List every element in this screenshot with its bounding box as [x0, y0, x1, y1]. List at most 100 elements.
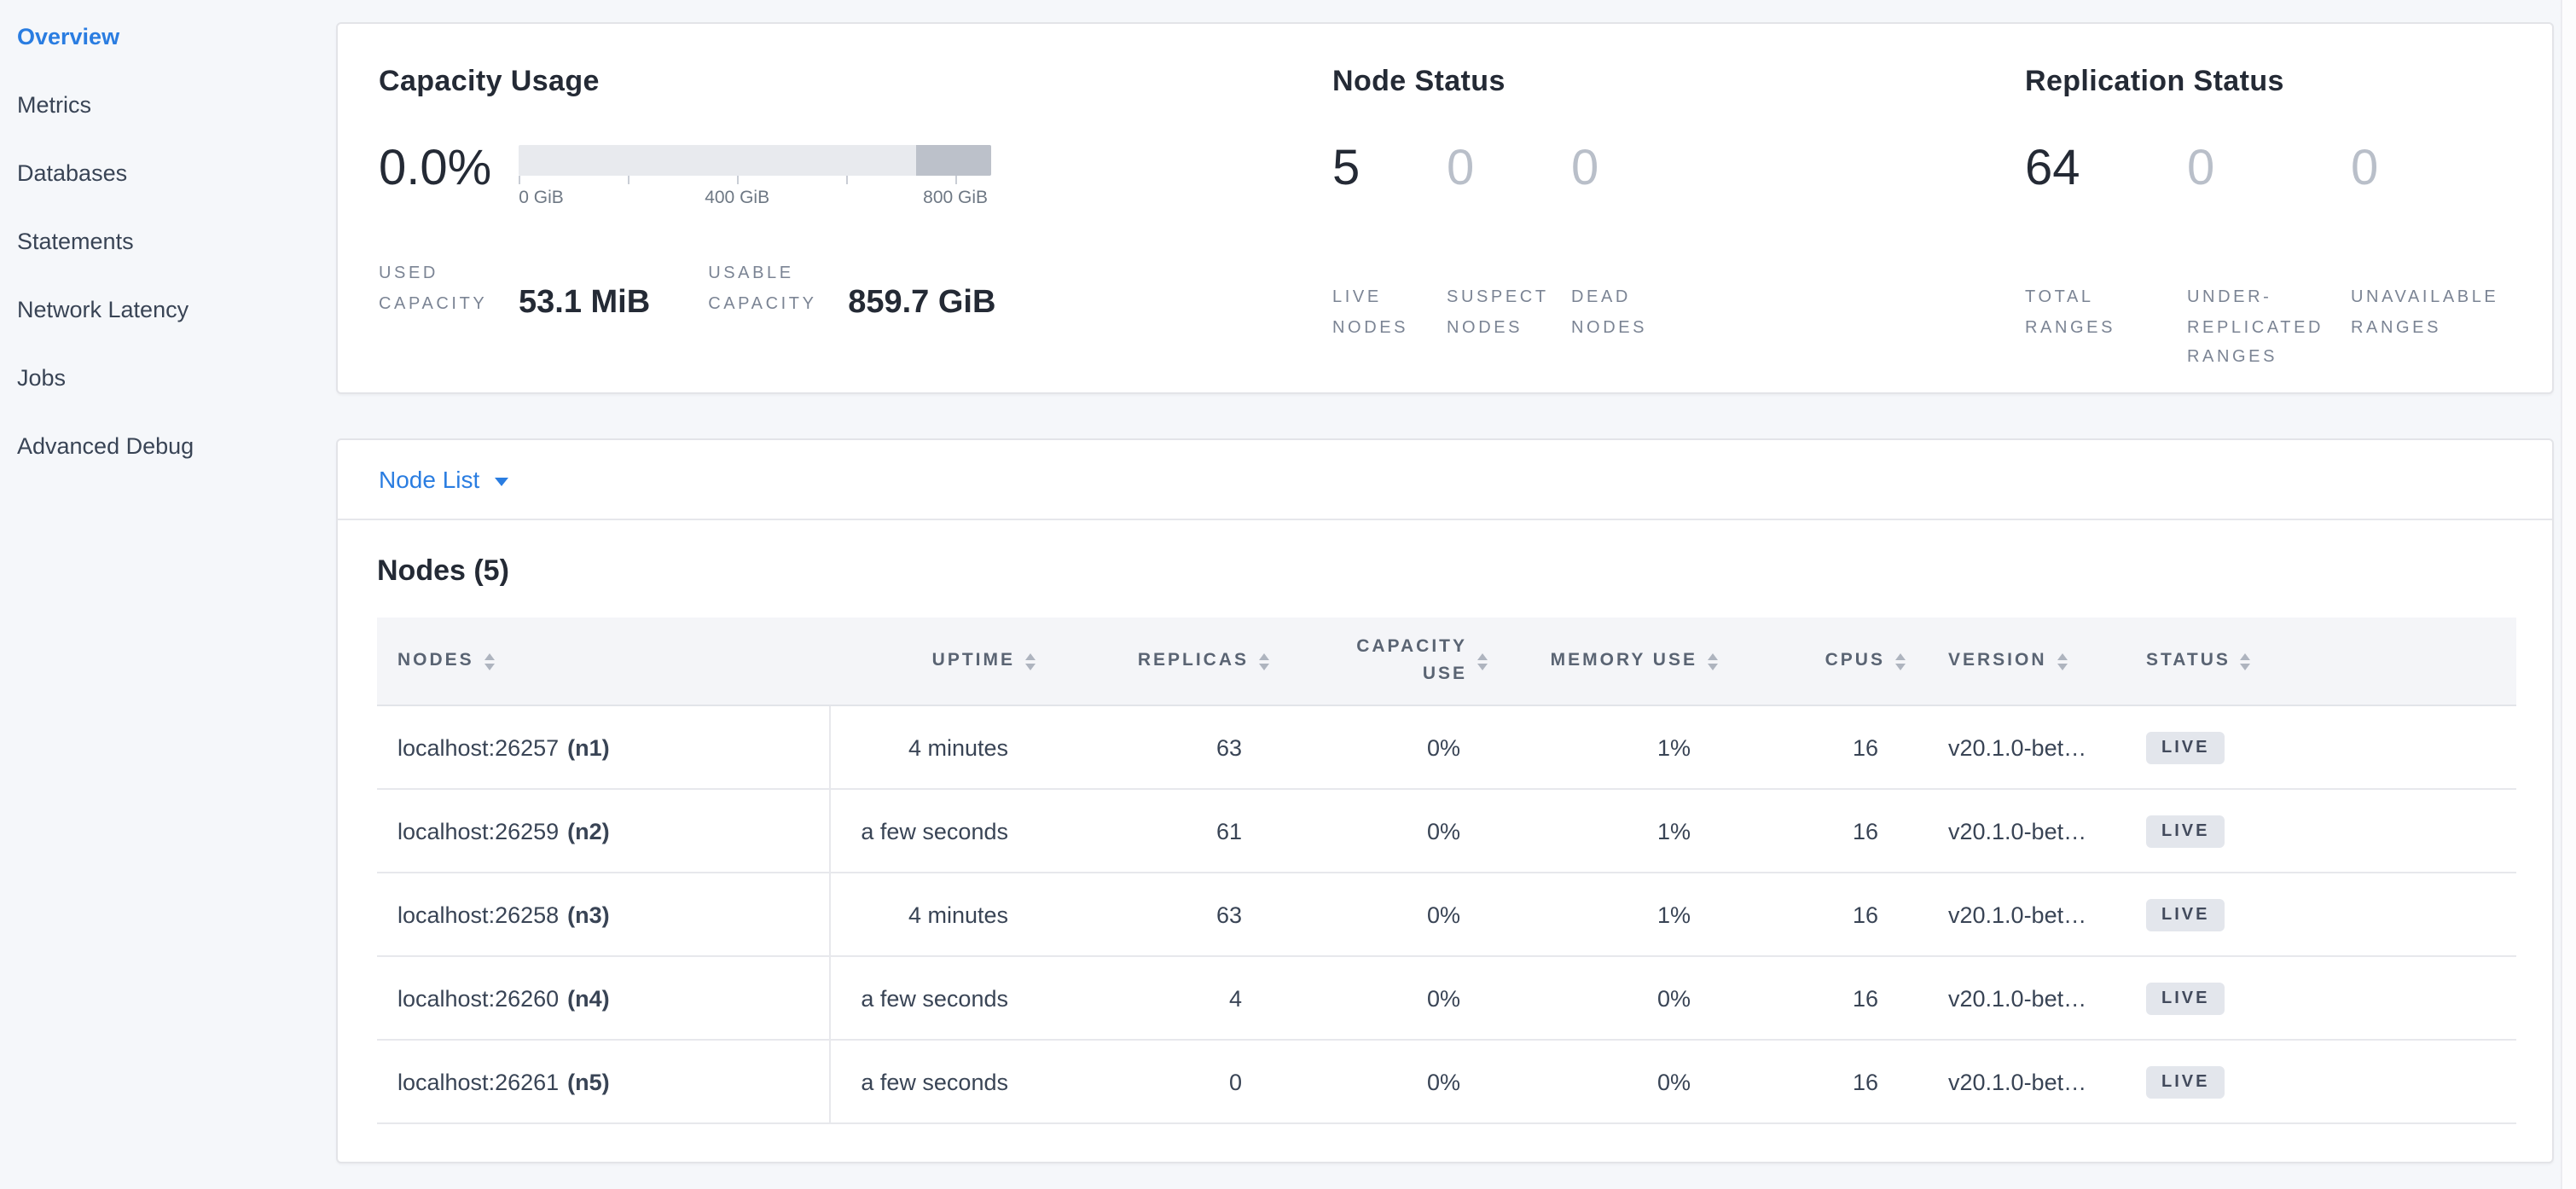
sort-icon[interactable] [2240, 652, 2251, 670]
capacity-use-cell: 0% [1426, 985, 1460, 1011]
status-badge: LIVE [2146, 898, 2225, 931]
node-list-body: Nodes (5) NODES UPTIME REPLICAS [338, 520, 2552, 1162]
under-replicated-ranges-stat: 0 UNDER-REPLICATED RANGES [2187, 140, 2351, 373]
cpus-cell: 16 [1852, 902, 1878, 927]
table-header-row: NODES UPTIME REPLICAS CAPACITY USE [377, 618, 2516, 706]
nodes-table: NODES UPTIME REPLICAS CAPACITY USE [377, 618, 2516, 1124]
axis-tick-label: 400 GiB [705, 188, 770, 208]
version-cell: v20.1.0-bet… [1948, 734, 2087, 760]
unavailable-ranges-value: 0 [2351, 142, 2379, 196]
capacity-bar: 0 GiB 400 GiB 800 GiB [519, 145, 992, 208]
table-row: localhost:26260 (n4) a few seconds 4 0% … [377, 957, 2516, 1041]
node-address-link[interactable]: localhost:26260 [397, 985, 560, 1011]
status-badge: LIVE [2146, 815, 2225, 847]
memory-use-cell: 0% [1656, 985, 1691, 1011]
suspect-nodes-stat: 0 SUSPECT NODES [1447, 140, 1571, 343]
column-header-memory-use[interactable]: MEMORY USE [1494, 618, 1725, 705]
status-badge: LIVE [2146, 982, 2225, 1014]
column-header-capacity-use[interactable]: CAPACITY USE [1276, 618, 1494, 705]
node-status-panel: Node Status 5 LIVE NODES 0 SUSPECT NODES… [1332, 24, 2025, 392]
usable-capacity-stat: USABLE CAPACITY 859.7 GiB [708, 259, 996, 321]
uptime-cell: a few seconds [861, 1069, 1008, 1094]
table-row: localhost:26261 (n5) a few seconds 0 0% … [377, 1041, 2516, 1124]
live-nodes-value: 5 [1332, 142, 1361, 196]
uptime-cell: 4 minutes [908, 902, 1008, 927]
status-badge: LIVE [2146, 731, 2225, 763]
sidebar-item-overview[interactable]: Overview [17, 24, 120, 49]
usable-capacity-value: 859.7 GiB [848, 285, 996, 321]
capacity-usage-panel: Capacity Usage 0.0% 0 GiB 400 GiB [338, 24, 1332, 392]
total-ranges-value: 64 [2025, 142, 2080, 196]
cpus-cell: 16 [1852, 734, 1878, 760]
uptime-cell: a few seconds [861, 985, 1008, 1011]
replication-status-title: Replication Status [2025, 65, 2284, 97]
node-list-dropdown[interactable]: Node List [379, 466, 509, 493]
sidebar-item-advanced-debug[interactable]: Advanced Debug [17, 433, 194, 459]
node-address-link[interactable]: localhost:26258 [397, 902, 560, 927]
capacity-use-cell: 0% [1426, 1069, 1460, 1094]
table-row: localhost:26259 (n2) a few seconds 61 0%… [377, 790, 2516, 873]
scrollbar[interactable] [2561, 0, 2576, 1189]
node-address-link[interactable]: localhost:26257 [397, 734, 560, 760]
sort-icon[interactable] [484, 652, 495, 670]
under-replicated-ranges-label: UNDER-REPLICATED RANGES [2187, 288, 2324, 367]
node-id: (n3) [567, 902, 610, 927]
node-status-title: Node Status [1332, 65, 1506, 97]
sort-icon[interactable] [1259, 652, 1269, 670]
caret-down-icon [495, 477, 509, 485]
column-header-cpus[interactable]: CPUS [1725, 618, 1912, 705]
dead-nodes-label: DEAD NODES [1571, 288, 1648, 337]
memory-use-cell: 1% [1656, 734, 1691, 760]
node-id: (n1) [567, 734, 610, 760]
sort-icon[interactable] [1477, 652, 1488, 670]
used-capacity-stat: USED CAPACITY 53.1 MiB [379, 259, 650, 321]
sort-icon[interactable] [1708, 652, 1718, 670]
memory-use-cell: 0% [1656, 1069, 1691, 1094]
unavailable-ranges-label: UNAVAILABLE RANGES [2351, 288, 2499, 337]
total-ranges-stat: 64 TOTAL RANGES [2025, 140, 2187, 373]
axis-tick-label: 0 GiB [519, 188, 564, 208]
sort-icon[interactable] [1895, 652, 1906, 670]
sidebar-item-databases[interactable]: Databases [17, 160, 128, 186]
uptime-cell: a few seconds [861, 818, 1008, 844]
column-header-status[interactable]: STATUS [2143, 618, 2516, 705]
total-ranges-label: TOTAL RANGES [2025, 288, 2116, 337]
capacity-use-cell: 0% [1426, 734, 1460, 760]
axis-tick-label: 800 GiB [923, 188, 989, 208]
capacity-use-cell: 0% [1426, 902, 1460, 927]
sidebar-item-metrics[interactable]: Metrics [17, 92, 91, 118]
cpus-cell: 16 [1852, 818, 1878, 844]
node-address-link[interactable]: localhost:26261 [397, 1069, 560, 1094]
column-header-version[interactable]: VERSION [1912, 618, 2143, 705]
memory-use-cell: 1% [1656, 902, 1691, 927]
capacity-bar-axis: 0 GiB 400 GiB 800 GiB [519, 186, 991, 208]
suspect-nodes-label: SUSPECT NODES [1447, 288, 1549, 337]
suspect-nodes-value: 0 [1447, 142, 1475, 196]
sidebar-item-jobs[interactable]: Jobs [17, 365, 67, 391]
main-content: Capacity Usage 0.0% 0 GiB 400 GiB [336, 0, 2554, 1187]
capacity-bar-overflow-segment [915, 145, 992, 176]
sidebar-item-statements[interactable]: Statements [17, 229, 134, 254]
node-address-link[interactable]: localhost:26259 [397, 818, 560, 844]
version-cell: v20.1.0-bet… [1948, 818, 2087, 844]
node-id: (n2) [567, 818, 610, 844]
memory-use-cell: 1% [1656, 818, 1691, 844]
capacity-use-cell: 0% [1426, 818, 1460, 844]
replicas-cell: 0 [1228, 1069, 1242, 1094]
column-header-nodes[interactable]: NODES [377, 618, 831, 705]
node-id: (n4) [567, 985, 610, 1011]
replication-status-panel: Replication Status 64 TOTAL RANGES 0 UND… [2025, 24, 2552, 392]
column-header-uptime[interactable]: UPTIME [831, 618, 1053, 705]
sort-icon[interactable] [1025, 652, 1036, 670]
usable-capacity-label: USABLE CAPACITY [708, 264, 817, 313]
capacity-usage-title: Capacity Usage [379, 65, 600, 97]
sidebar-item-network-latency[interactable]: Network Latency [17, 297, 189, 322]
unavailable-ranges-stat: 0 UNAVAILABLE RANGES [2351, 140, 2504, 373]
sort-icon[interactable] [2057, 652, 2068, 670]
sidebar: Overview Metrics Databases Statements Ne… [0, 0, 336, 1189]
column-header-replicas[interactable]: REPLICAS [1053, 618, 1276, 705]
node-list-header: Node List [338, 440, 2552, 520]
live-nodes-label: LIVE NODES [1332, 288, 1409, 337]
cpus-cell: 16 [1852, 985, 1878, 1011]
